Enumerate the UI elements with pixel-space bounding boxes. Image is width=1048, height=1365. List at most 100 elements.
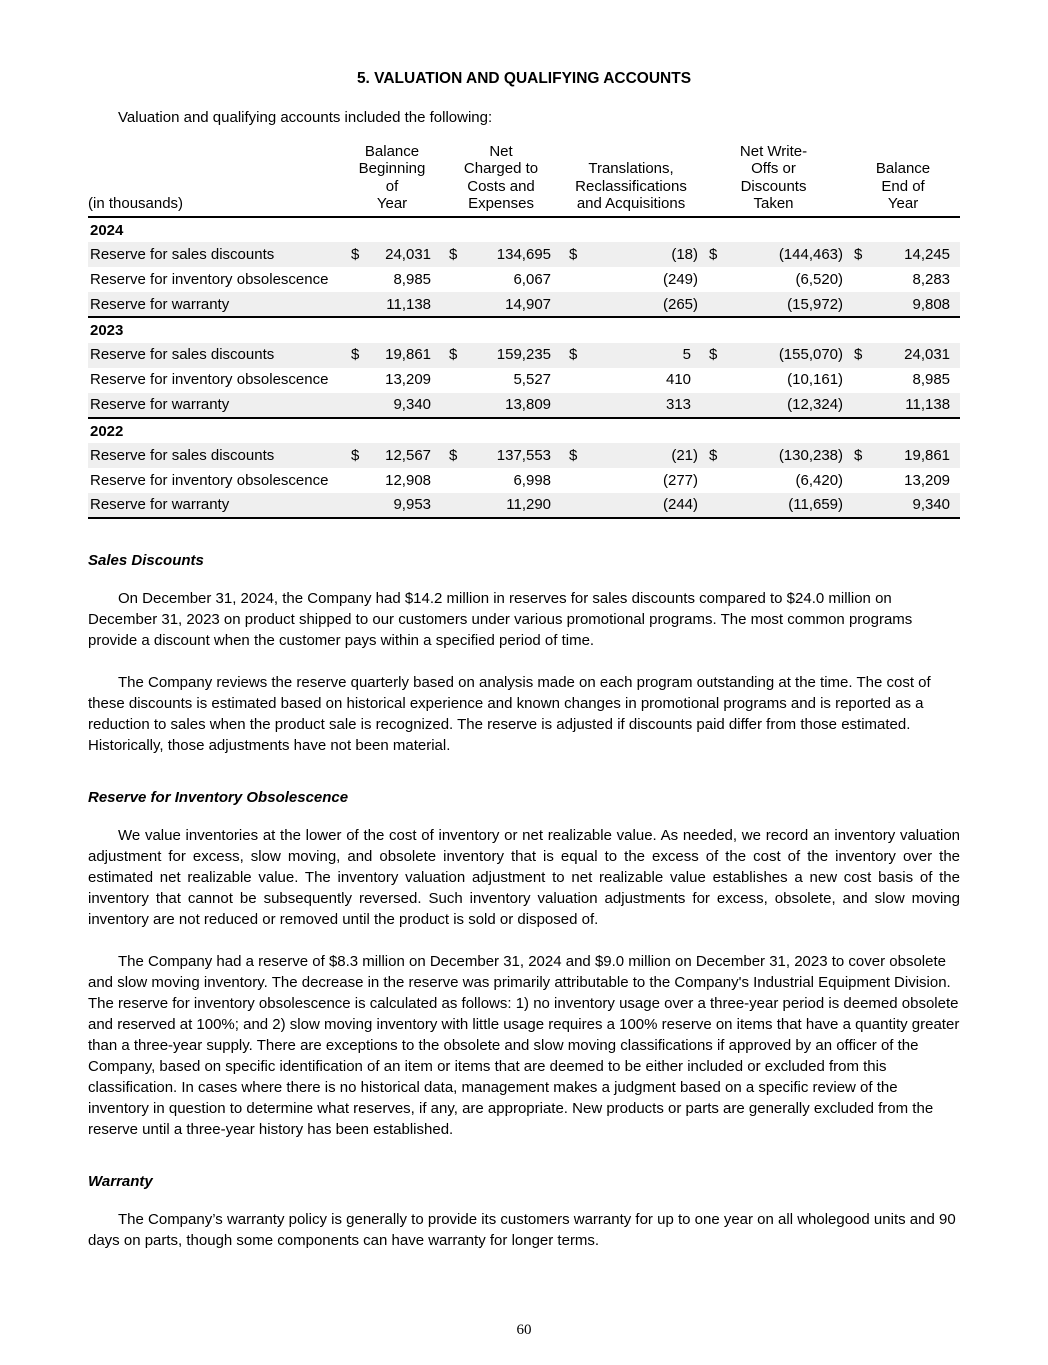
value-cell: 9,953 [393, 496, 432, 514]
currency-symbol-cell: $ [854, 346, 863, 364]
value-cell: 19,861 [385, 346, 432, 364]
currency-symbol-cell [441, 368, 471, 393]
value-cell: 13,809 [505, 395, 552, 413]
value-cell: 159,235 [496, 346, 552, 364]
value-cell: 410 [665, 371, 692, 389]
value-cell: (10,161) [787, 371, 844, 389]
currency-symbol-cell: $ [569, 246, 578, 264]
section-heading: Warranty [88, 1172, 153, 1190]
currency-symbol-cell [561, 267, 619, 292]
body-paragraph: On December 31, 2024, the Company had $1… [88, 589, 913, 649]
value-cell: (130,238) [778, 446, 844, 464]
col-header-translations: Translations, Reclassifications and Acqu… [575, 160, 687, 212]
currency-symbol-cell [701, 468, 749, 493]
value-cell: (18) [671, 246, 699, 264]
value-cell: (144,463) [778, 246, 844, 264]
value-cell: 13,209 [385, 371, 432, 389]
col-header-balance-end: Balance End of Year [875, 160, 931, 212]
body-paragraph: We value inventories at the lower of the… [88, 826, 960, 928]
value-cell: 14,907 [505, 295, 552, 313]
value-cell: (244) [662, 496, 699, 514]
intro-text: Valuation and qualifying accounts includ… [118, 109, 493, 126]
currency-symbol-cell [343, 292, 371, 317]
currency-symbol-cell: $ [569, 346, 578, 364]
value-cell: 8,283 [912, 271, 951, 289]
row-label: Reserve for inventory obsolescence [90, 271, 329, 289]
currency-symbol-cell: $ [449, 246, 458, 264]
currency-symbol-cell [701, 493, 749, 518]
currency-symbol-cell [701, 393, 749, 418]
value-cell: 12,908 [385, 471, 432, 489]
value-cell: 134,695 [496, 246, 552, 264]
value-cell: 6,998 [513, 471, 552, 489]
value-cell: 9,340 [393, 395, 432, 413]
value-cell: (21) [671, 446, 699, 464]
currency-symbol-cell [701, 267, 749, 292]
year-label: 2023 [90, 322, 124, 340]
value-cell: (15,972) [787, 295, 844, 313]
value-cell: (6,420) [795, 471, 844, 489]
currency-symbol-cell [561, 368, 619, 393]
value-cell: 11,138 [905, 395, 951, 413]
col-header-net-writeoffs: Net Write- Offs or Discounts Taken [739, 143, 808, 212]
currency-symbol-cell [846, 393, 875, 418]
value-cell: (249) [662, 271, 699, 289]
currency-symbol-cell [701, 368, 749, 393]
col-header-balance-beginning: Balance Beginning of Year [358, 143, 426, 212]
table-row: Reserve for warranty 9,953 11,290 (244) (11,… [88, 492, 961, 518]
value-cell: 5 [682, 346, 692, 364]
currency-symbol-cell: $ [854, 246, 863, 264]
currency-symbol-cell [561, 393, 619, 418]
value-cell: (277) [662, 471, 699, 489]
currency-symbol-cell [343, 368, 371, 393]
col-header-net-charged: Net Charged to Costs and Expenses [463, 143, 539, 212]
currency-symbol-cell [343, 493, 371, 518]
section-heading: Sales Discounts [88, 551, 204, 569]
row-label: Reserve for warranty [90, 395, 230, 413]
currency-symbol-cell [561, 468, 619, 493]
currency-symbol-cell: $ [351, 346, 360, 364]
currency-symbol-cell [846, 493, 875, 518]
currency-symbol-cell [441, 267, 471, 292]
table-header-row: (in thousands) Balance Beginning of Year… [88, 143, 961, 217]
value-cell: (265) [662, 295, 699, 313]
row-label: Reserve for sales discounts [90, 346, 275, 364]
currency-symbol-cell [343, 468, 371, 493]
value-cell: 24,031 [904, 346, 951, 364]
currency-symbol-cell [846, 267, 875, 292]
currency-symbol-cell [343, 267, 371, 292]
value-cell: (12,324) [787, 395, 844, 413]
currency-symbol-cell: $ [709, 246, 718, 264]
row-label: Reserve for sales discounts [90, 246, 275, 264]
currency-symbol-cell: $ [351, 246, 360, 264]
row-label: Reserve for warranty [90, 496, 230, 514]
year-row-2024: 2024 [88, 217, 960, 242]
table-row: Reserve for warranty 11,138 14,907 (265) (15… [88, 292, 961, 318]
table-row: Reserve for inventory obsolescence 13,209… [88, 368, 960, 393]
currency-symbol-cell: $ [569, 446, 578, 464]
value-cell: 24,031 [385, 246, 432, 264]
table-row: Reserve for warranty 9,340 13,809 313 (12,32… [88, 392, 961, 418]
currency-symbol-cell [846, 292, 875, 317]
body-paragraph: The Company had a reserve of $8.3 millio… [88, 952, 960, 1138]
year-row-2022: 2022 [88, 418, 960, 443]
table-row: Reserve for inventory obsolescence 12,908… [88, 468, 960, 493]
currency-symbol-cell [846, 368, 875, 393]
value-cell: 9,808 [912, 295, 951, 313]
currency-symbol-cell [343, 393, 371, 418]
year-label: 2024 [90, 222, 124, 239]
table-row: Reserve for sales discounts $19,861 $159,2… [88, 342, 961, 368]
currency-symbol-cell [441, 393, 471, 418]
currency-symbol-cell: $ [854, 446, 863, 464]
row-label: Reserve for sales discounts [90, 446, 275, 464]
table-row: Reserve for inventory obsolescence 8,985 6… [88, 267, 960, 292]
row-label: Reserve for warranty [90, 295, 230, 313]
value-cell: 11,138 [386, 295, 432, 313]
year-row-2023: 2023 [88, 317, 960, 342]
page-title: 5. VALUATION AND QUALIFYING ACCOUNTS [356, 70, 692, 87]
currency-symbol-cell [441, 292, 471, 317]
value-cell: 313 [665, 395, 692, 413]
value-cell: 12,567 [385, 446, 432, 464]
